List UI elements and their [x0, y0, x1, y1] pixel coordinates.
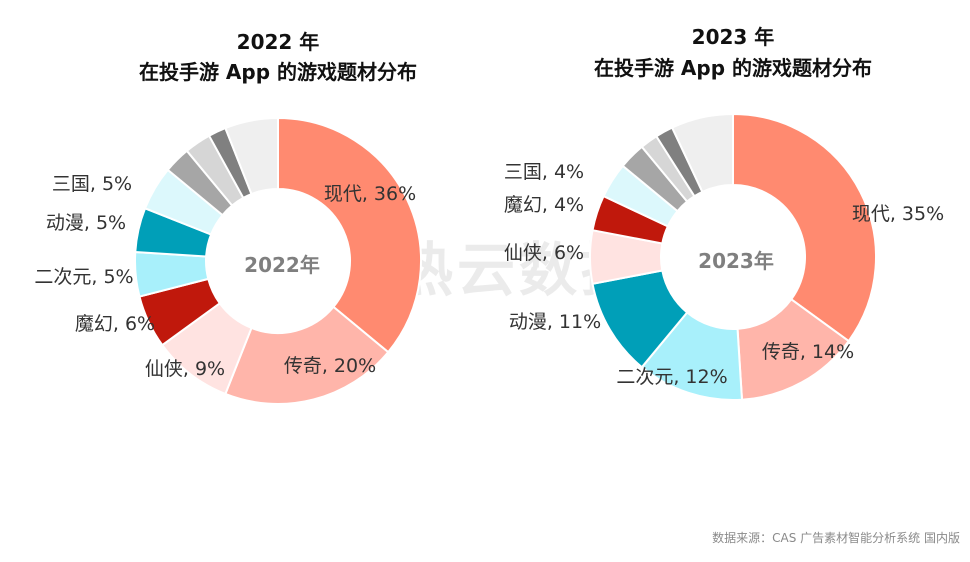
donut-slice-other-10 [670, 112, 734, 194]
center-label-2022: 2022年 [244, 253, 320, 277]
slice-label-传奇: 传奇, 14% [762, 341, 854, 363]
slice-label-传奇: 传奇, 20% [284, 355, 376, 377]
donut-slice-other-10 [224, 116, 279, 196]
slice-label-三国: 三国, 4% [504, 161, 584, 183]
donut-slice-现代 [277, 116, 422, 354]
center-label-2023: 2023年 [698, 249, 774, 273]
slice-label-仙侠: 仙侠, 6% [504, 242, 584, 264]
chart-subtitle-2023: 在投手游 App 的游戏题材分布 [594, 56, 872, 80]
slice-label-二次元: 二次元, 5% [34, 266, 133, 288]
slice-label-动漫: 动漫, 5% [46, 212, 126, 234]
slice-label-魔幻: 魔幻, 4% [504, 194, 584, 216]
slice-label-二次元: 二次元, 12% [616, 366, 727, 388]
chart-subtitle-2022: 在投手游 App 的游戏题材分布 [139, 60, 417, 84]
slice-label-仙侠: 仙侠, 9% [145, 358, 225, 380]
chart-title-2023: 2023 年 [692, 25, 775, 49]
donut-chart-2023: 2023 年 在投手游 App 的游戏题材分布 现代, 35% 传奇, 14% 二次… [504, 25, 944, 401]
donut-slice-传奇 [224, 305, 390, 405]
donut-slice-现代 [732, 112, 877, 343]
chart-title-2022: 2022 年 [237, 30, 320, 54]
slice-label-动漫: 动漫, 11% [509, 311, 601, 333]
slice-label-三国: 三国, 5% [52, 173, 132, 195]
slice-label-现代: 现代, 36% [324, 183, 416, 205]
slice-label-现代: 现代, 35% [852, 203, 944, 225]
slice-label-魔幻: 魔幻, 6% [75, 313, 155, 335]
donut-chart-2022: 2022 年 在投手游 App 的游戏题材分布 现代, 36% 传奇, 20% 仙侠… [34, 30, 422, 405]
source-note: 数据来源：CAS 广告素材智能分析系统 国内版 [712, 530, 960, 545]
